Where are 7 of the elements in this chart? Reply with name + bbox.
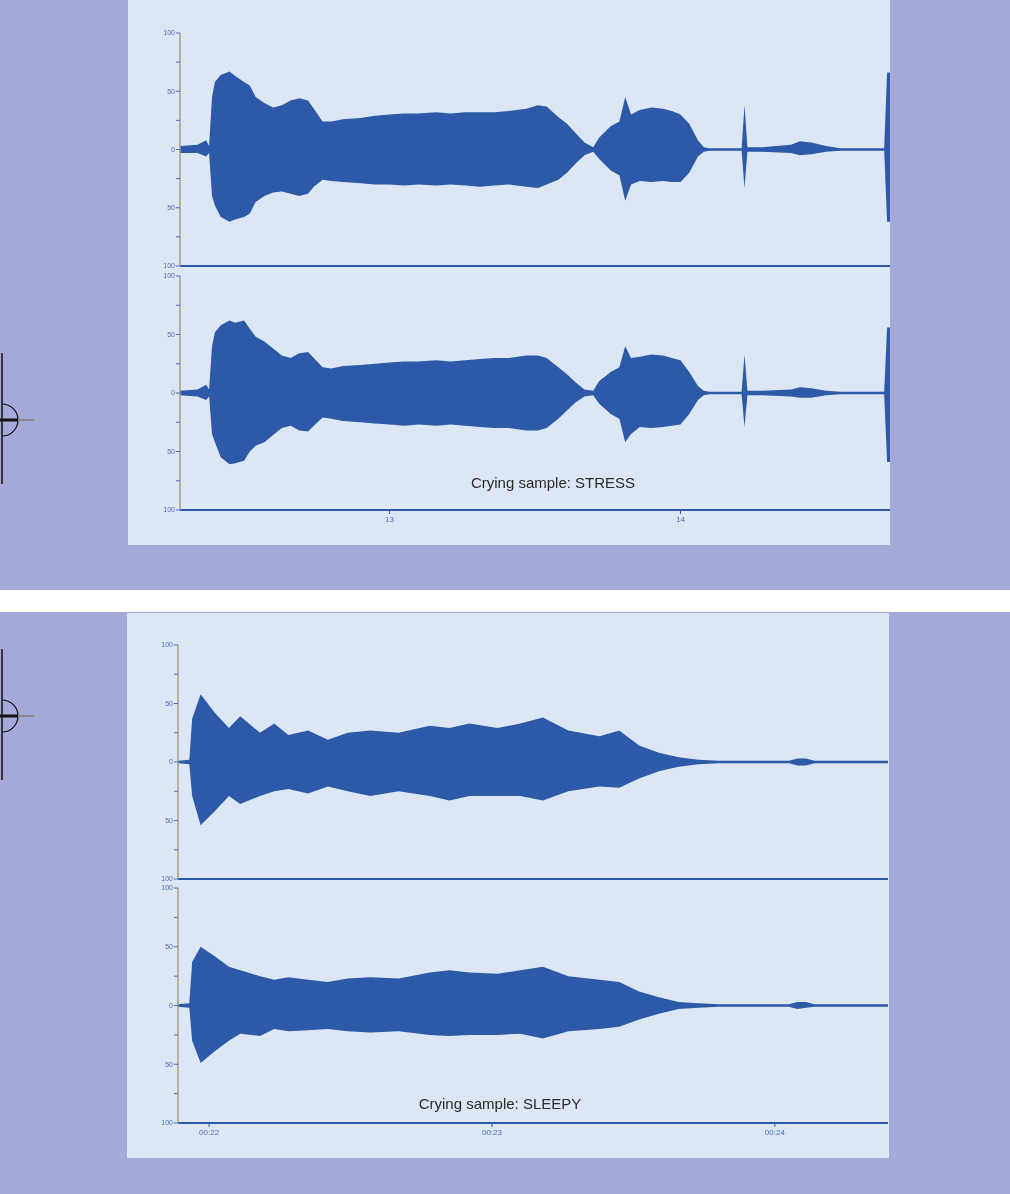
- x-tick-label: 00:24: [764, 1127, 786, 1137]
- annotation: Crying sample: SLEEPY: [418, 1094, 582, 1112]
- x-tick-label: 13: [385, 514, 395, 524]
- annotation: Crying sample: STRESS: [470, 473, 636, 491]
- x-tick-label: 14: [676, 514, 686, 524]
- x-tick-label: 00:23: [481, 1127, 503, 1137]
- x-tick-label: 00:22: [199, 1127, 220, 1137]
